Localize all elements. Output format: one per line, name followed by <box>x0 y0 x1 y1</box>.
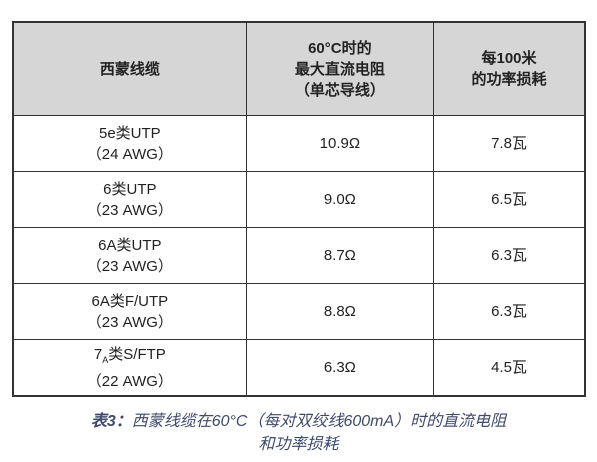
cell: 6A类F/UTP （23 AWG） <box>12 283 247 340</box>
cable-name: 6类UTP <box>103 180 157 198</box>
cable-name: 7A类S/FTP <box>14 344 246 371</box>
header-text: 最大直流电阻 <box>294 60 385 78</box>
header-text: （单芯导线） <box>294 81 385 99</box>
row: 6类UTP （23 AWG） 9.0Ω 6.5瓦 <box>12 171 586 228</box>
cell: 8.7Ω <box>245 227 435 284</box>
caption: 表3：西蒙线缆在60°C（每对双绞线600mA）时的直流电阻 和功率损耗 <box>0 410 597 456</box>
row: 7A类S/FTP （22 AWG） 6.3Ω 4.5瓦 <box>12 339 586 397</box>
cell: 6.3Ω <box>245 339 435 397</box>
cell: 6.3瓦 <box>433 227 586 284</box>
cable-gauge: （23 AWG） <box>86 313 173 331</box>
cell: 5e类UTP （24 AWG） <box>12 115 247 172</box>
cable-name-sub: A <box>102 354 109 365</box>
cable-gauge: （23 AWG） <box>86 201 173 219</box>
row: 6A类UTP （23 AWG） 8.7Ω 6.3瓦 <box>12 227 586 284</box>
cell: 6.3瓦 <box>433 283 586 340</box>
cell: 10.9Ω <box>245 115 435 172</box>
header-text: 每100米 <box>481 50 537 67</box>
header-cell: 每100米的功率损耗 <box>433 21 586 116</box>
cable-gauge: （22 AWG） <box>86 372 173 390</box>
cable-name-part: 类S/FTP <box>108 345 166 363</box>
row: 6A类F/UTP （23 AWG） 8.8Ω 6.3瓦 <box>12 283 586 340</box>
cable-name-part: 7 <box>93 345 103 363</box>
caption-text: 西蒙线缆在60°C（每对双绞线600mA）时的直流电阻 <box>131 413 507 430</box>
header-cell: 60°C时的 最大直流电阻 （单芯导线） <box>245 21 435 116</box>
caption-label: 表3： <box>90 413 132 430</box>
cell: 8.8Ω <box>245 283 435 340</box>
caption-line: 表3：西蒙线缆在60°C（每对双绞线600mA）时的直流电阻 <box>0 410 597 433</box>
cell: 7A类S/FTP （22 AWG） <box>12 339 247 397</box>
header-text: 60°C时的 <box>308 39 372 57</box>
cell: 6A类UTP （23 AWG） <box>12 227 247 284</box>
cable-name: 6A类F/UTP <box>91 292 169 310</box>
cell: 9.0Ω <box>245 171 435 228</box>
header-text: 的功率损耗 <box>471 71 547 88</box>
header-text: 西蒙线缆 <box>99 60 160 78</box>
cell: 7.8瓦 <box>433 115 586 172</box>
caption-line: 和功率损耗 <box>258 436 339 453</box>
header-cell: 西蒙线缆 <box>12 21 247 116</box>
data-table: 西蒙线缆 60°C时的 最大直流电阻 （单芯导线） 每100米的功率损耗 5e类UT… <box>12 21 586 397</box>
cable-name: 5e类UTP <box>99 124 161 142</box>
cable-gauge: （24 AWG） <box>86 145 173 163</box>
cell: 6类UTP （23 AWG） <box>12 171 247 228</box>
header-row: 西蒙线缆 60°C时的 最大直流电阻 （单芯导线） 每100米的功率损耗 <box>12 21 586 116</box>
cable-gauge: （23 AWG） <box>86 257 173 275</box>
cell: 4.5瓦 <box>433 339 586 397</box>
cell: 6.5瓦 <box>433 171 586 228</box>
cable-name: 6A类UTP <box>98 236 162 254</box>
row: 5e类UTP （24 AWG） 10.9Ω 7.8瓦 <box>12 115 586 172</box>
